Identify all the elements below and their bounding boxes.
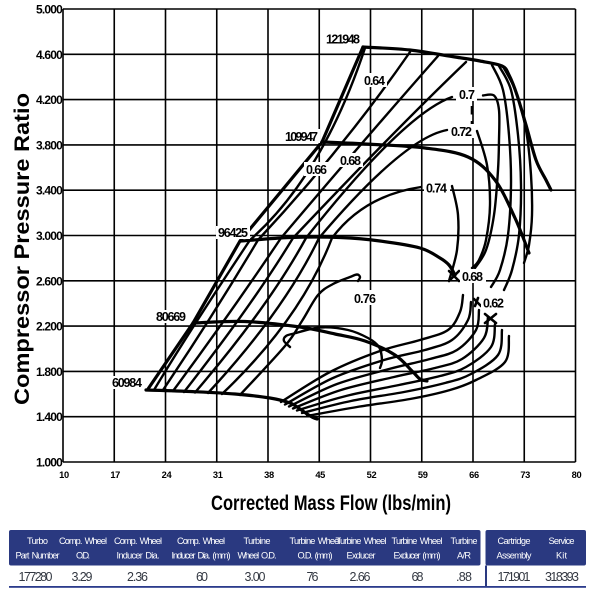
svg-text:Inducer Dia.: Inducer Dia. <box>117 551 160 561</box>
svg-text:171901: 171901 <box>498 570 531 584</box>
svg-text:Assembly: Assembly <box>497 551 532 561</box>
svg-text:80: 80 <box>572 470 582 480</box>
svg-text:Corrected Mass Flow (lbs/min): Corrected Mass Flow (lbs/min) <box>211 492 451 515</box>
svg-text:Cartridge: Cartridge <box>498 536 531 546</box>
svg-text:3.00: 3.00 <box>245 570 266 584</box>
svg-text:Service: Service <box>549 536 575 546</box>
svg-text:318393: 318393 <box>545 570 579 584</box>
svg-text:52: 52 <box>367 470 377 480</box>
svg-text:2.200: 2.200 <box>36 320 63 334</box>
svg-text:96425: 96425 <box>218 226 248 240</box>
svg-text:Wheel O.D.: Wheel O.D. <box>238 551 277 561</box>
svg-text:.88: .88 <box>456 570 472 584</box>
svg-text:3.000: 3.000 <box>36 229 63 243</box>
svg-text:Turbo: Turbo <box>27 536 48 546</box>
svg-text:0.64: 0.64 <box>364 74 385 88</box>
svg-text:Compressor Pressure Ratio: Compressor Pressure Ratio <box>11 93 34 405</box>
svg-text:38: 38 <box>264 470 274 480</box>
svg-text:Turbine Wheel: Turbine Wheel <box>336 536 387 546</box>
svg-text:68: 68 <box>412 570 424 584</box>
svg-text:Turbine: Turbine <box>451 536 478 546</box>
svg-text:0.68: 0.68 <box>462 270 483 284</box>
svg-text:O.D. (mm): O.D. (mm) <box>298 551 333 561</box>
svg-text:1.800: 1.800 <box>36 365 63 379</box>
svg-text:2.66: 2.66 <box>350 570 371 584</box>
svg-text:17: 17 <box>110 470 120 480</box>
svg-text:1.000: 1.000 <box>36 456 63 470</box>
svg-text:4.600: 4.600 <box>36 48 63 62</box>
svg-text:10: 10 <box>59 470 69 480</box>
svg-text:60: 60 <box>196 570 208 584</box>
svg-text:0.72: 0.72 <box>451 125 472 139</box>
svg-text:5.000: 5.000 <box>36 3 63 17</box>
svg-text:45: 45 <box>315 470 325 480</box>
svg-text:2.600: 2.600 <box>36 274 63 288</box>
svg-text:4.200: 4.200 <box>36 93 63 107</box>
svg-text:0.76: 0.76 <box>354 292 376 306</box>
svg-text:121948: 121948 <box>326 33 360 47</box>
svg-text:80669: 80669 <box>156 310 186 324</box>
svg-text:0.74: 0.74 <box>426 182 447 196</box>
svg-text:Exducer: Exducer <box>347 551 376 561</box>
svg-text:Kit: Kit <box>556 551 567 561</box>
svg-text:Comp. Wheel: Comp. Wheel <box>114 536 162 546</box>
svg-text:0.68: 0.68 <box>340 154 361 168</box>
svg-text:1.400: 1.400 <box>36 410 63 424</box>
svg-text:0.62: 0.62 <box>483 297 504 311</box>
svg-text:59: 59 <box>418 470 428 480</box>
svg-text:3.400: 3.400 <box>36 184 63 198</box>
svg-text:66: 66 <box>469 470 479 480</box>
svg-text:Turbine Wheel: Turbine Wheel <box>392 536 443 546</box>
svg-text:Comp. Wheel: Comp. Wheel <box>59 536 107 546</box>
svg-text:177280: 177280 <box>19 570 53 584</box>
svg-text:A/R: A/R <box>457 551 471 561</box>
svg-text:2.36: 2.36 <box>127 570 148 584</box>
svg-text:Turbine Wheel: Turbine Wheel <box>290 536 341 546</box>
svg-text:3.800: 3.800 <box>36 138 63 152</box>
svg-text:31: 31 <box>213 470 223 480</box>
svg-text:0.66: 0.66 <box>306 163 327 177</box>
svg-text:0.7: 0.7 <box>459 88 475 102</box>
svg-text:24: 24 <box>162 470 173 480</box>
svg-text:Comp. Wheel: Comp. Wheel <box>177 536 225 546</box>
svg-text:O.D.: O.D. <box>76 551 90 561</box>
svg-text:76: 76 <box>307 570 319 584</box>
svg-text:Turbine: Turbine <box>244 536 271 546</box>
svg-text:109947: 109947 <box>285 130 318 144</box>
svg-text:Exducer (mm): Exducer (mm) <box>394 551 441 561</box>
svg-text:73: 73 <box>520 470 530 480</box>
svg-text:Inducer Dia. (mm): Inducer Dia. (mm) <box>172 551 231 561</box>
svg-text:Part Number: Part Number <box>16 551 60 561</box>
svg-text:60984: 60984 <box>112 376 142 390</box>
svg-text:3.29: 3.29 <box>72 570 93 584</box>
